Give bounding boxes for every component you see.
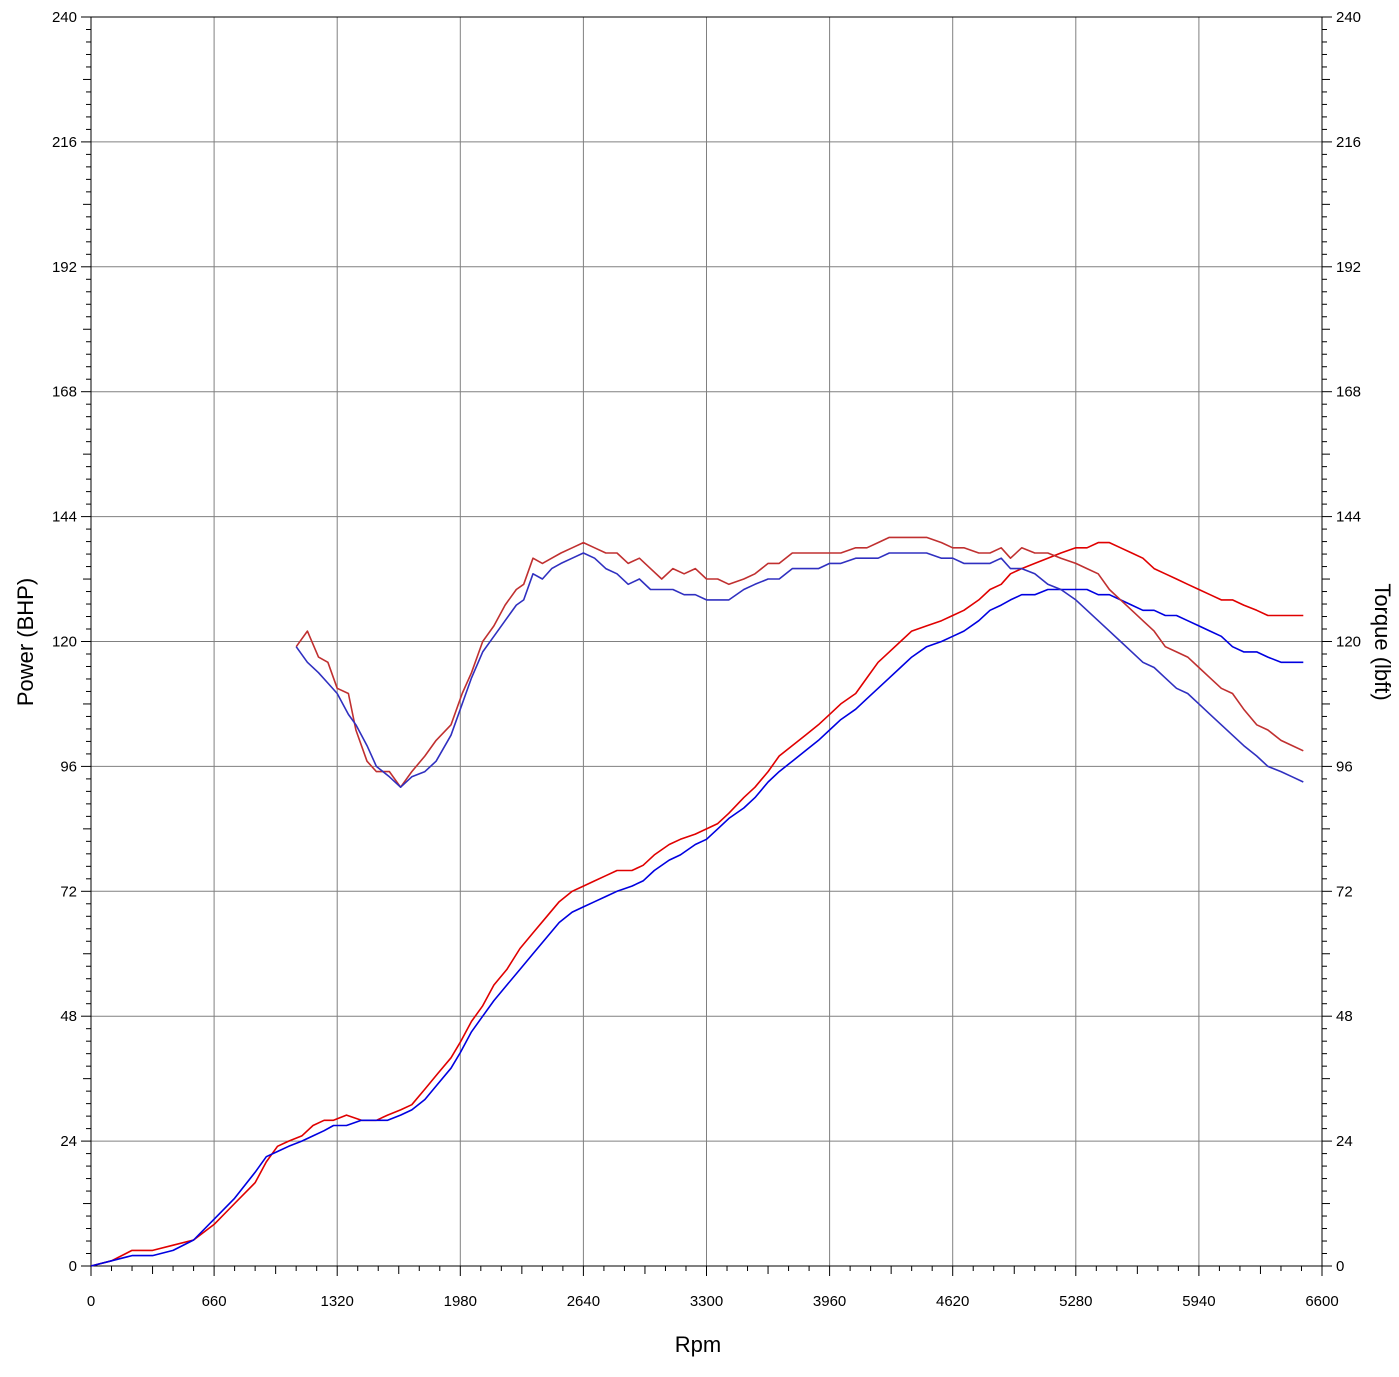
y-right-tick-label: 120 xyxy=(1336,634,1361,651)
y-right-tick-label: 48 xyxy=(1336,1008,1353,1025)
y-axis-left-title: Power (BHP) xyxy=(13,578,38,706)
x-tick-label: 660 xyxy=(202,1293,227,1310)
y-axis-right-ticks: 0 24 48 72 96 120 144 168 192 216 240 xyxy=(1322,9,1361,1275)
y-right-tick-label: 72 xyxy=(1336,883,1353,900)
x-axis-ticks: 0 660 1320 1980 2640 3300 3960 4620 5280 5940 6600 xyxy=(87,1266,1339,1310)
x-tick-label: 1320 xyxy=(321,1293,354,1310)
y-axis-right-title: Torque (lbft) xyxy=(1370,583,1395,700)
series-line-4 xyxy=(295,552,1304,789)
y-left-tick-label: 144 xyxy=(52,509,77,526)
minor-ticks xyxy=(83,28,1330,1274)
y-right-tick-label: 240 xyxy=(1336,9,1361,26)
y-left-tick-label: 96 xyxy=(60,758,77,775)
y-left-tick-label: 0 xyxy=(69,1258,77,1275)
series-line-1 xyxy=(90,541,1304,1267)
y-left-tick-label: 216 xyxy=(52,134,77,151)
y-right-tick-label: 216 xyxy=(1336,134,1361,151)
y-left-tick-label: 48 xyxy=(60,1008,77,1025)
x-tick-label: 3960 xyxy=(813,1293,846,1310)
y-left-tick-label: 72 xyxy=(60,883,77,900)
y-right-tick-label: 24 xyxy=(1336,1133,1353,1150)
series-line-3 xyxy=(295,536,1304,789)
series-lines xyxy=(90,536,1304,1267)
x-tick-label: 6600 xyxy=(1305,1293,1338,1310)
y-left-tick-label: 168 xyxy=(52,384,77,401)
x-tick-label: 5940 xyxy=(1182,1293,1215,1310)
x-tick-label: 5280 xyxy=(1059,1293,1092,1310)
y-right-tick-label: 192 xyxy=(1336,259,1361,276)
y-right-tick-label: 168 xyxy=(1336,384,1361,401)
x-tick-label: 3300 xyxy=(690,1293,723,1310)
y-left-tick-label: 240 xyxy=(52,9,77,26)
x-tick-label: 0 xyxy=(87,1293,95,1310)
x-tick-label: 1980 xyxy=(444,1293,477,1310)
y-left-tick-label: 192 xyxy=(52,259,77,276)
y-right-tick-label: 0 xyxy=(1336,1258,1344,1275)
y-axis-left-ticks: 0 24 48 72 96 120 144 168 192 216 240 xyxy=(52,9,91,1275)
y-right-tick-label: 144 xyxy=(1336,509,1361,526)
y-left-tick-label: 120 xyxy=(52,634,77,651)
x-tick-label: 4620 xyxy=(936,1293,969,1310)
gridlines xyxy=(91,17,1322,1266)
y-right-tick-label: 96 xyxy=(1336,758,1353,775)
x-tick-label: 2640 xyxy=(567,1293,600,1310)
x-axis-title: Rpm xyxy=(675,1332,721,1357)
y-left-tick-label: 24 xyxy=(60,1133,77,1150)
